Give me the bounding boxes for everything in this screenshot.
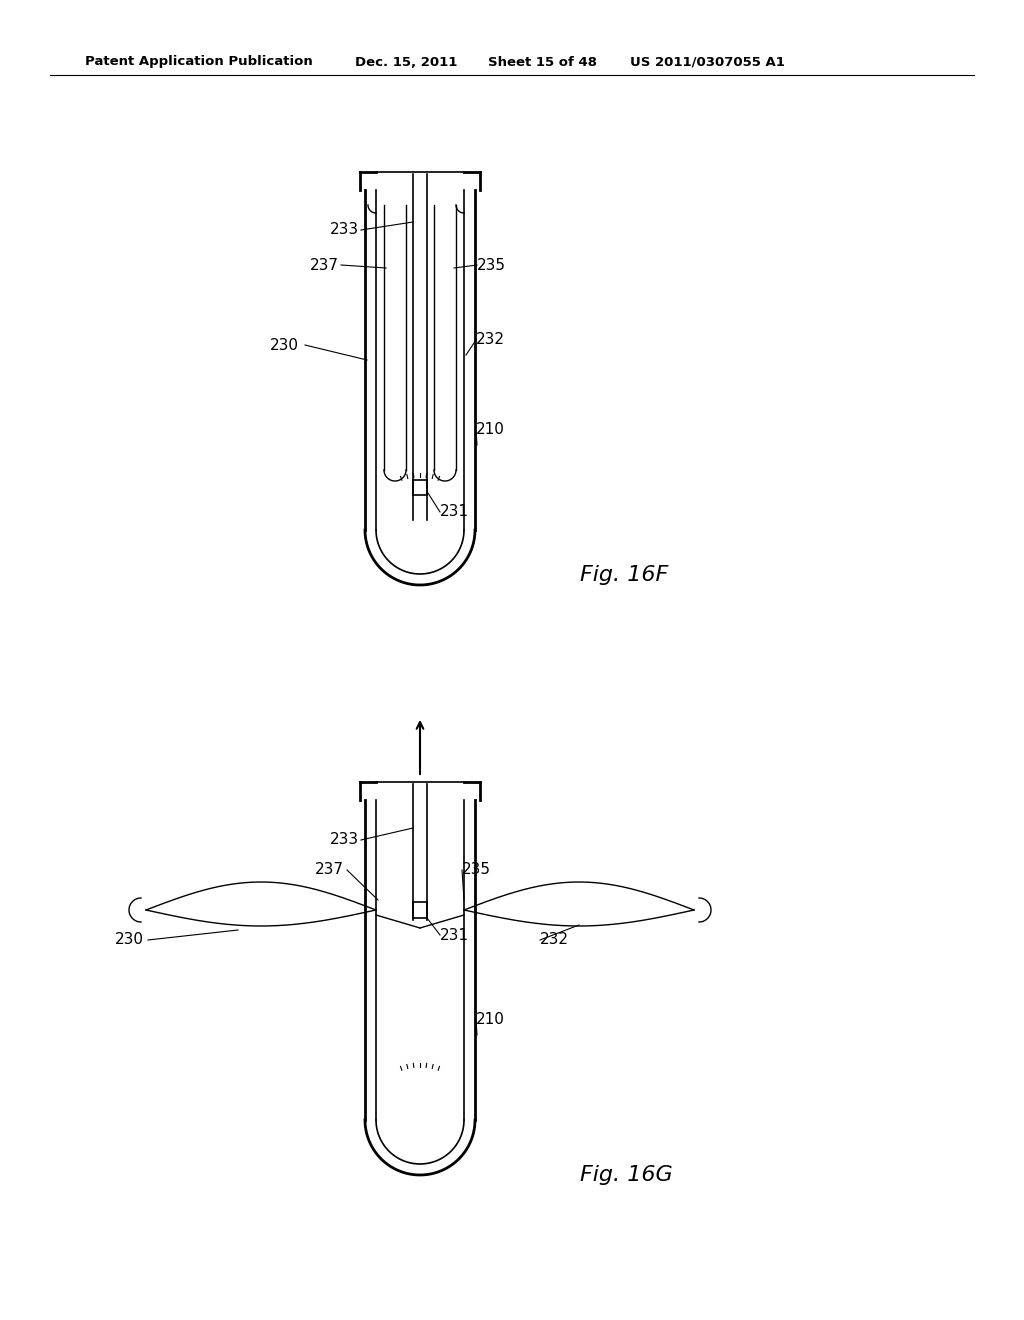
Text: 235: 235 xyxy=(462,862,490,878)
Text: US 2011/0307055 A1: US 2011/0307055 A1 xyxy=(630,55,784,69)
Text: Sheet 15 of 48: Sheet 15 of 48 xyxy=(488,55,597,69)
Text: 232: 232 xyxy=(476,333,505,347)
Text: 232: 232 xyxy=(540,932,569,948)
Text: 235: 235 xyxy=(477,257,506,272)
Text: 210: 210 xyxy=(476,1012,505,1027)
Text: Patent Application Publication: Patent Application Publication xyxy=(85,55,312,69)
Text: 230: 230 xyxy=(270,338,299,352)
Text: 230: 230 xyxy=(115,932,144,948)
Text: Dec. 15, 2011: Dec. 15, 2011 xyxy=(355,55,458,69)
Text: 237: 237 xyxy=(315,862,344,878)
Text: 231: 231 xyxy=(440,504,469,520)
Text: Fig. 16F: Fig. 16F xyxy=(580,565,669,585)
Text: Fig. 16G: Fig. 16G xyxy=(580,1166,673,1185)
Text: 231: 231 xyxy=(440,928,469,942)
Text: 233: 233 xyxy=(330,833,359,847)
Text: 233: 233 xyxy=(330,223,359,238)
Text: 237: 237 xyxy=(310,257,339,272)
Text: 210: 210 xyxy=(476,422,505,437)
